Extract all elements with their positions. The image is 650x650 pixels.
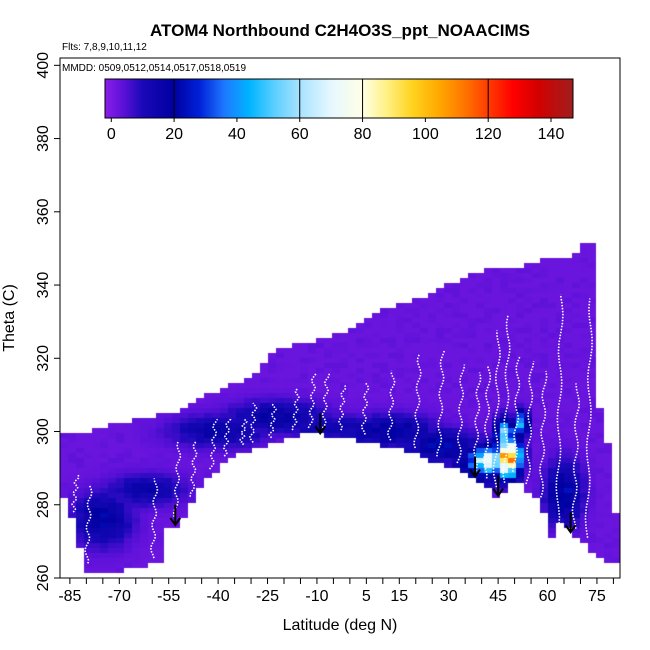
colorbar-tick-label: 60 (291, 126, 309, 143)
x-tick-label: -10 (305, 588, 328, 605)
y-tick-label: 340 (35, 272, 52, 299)
x-tick-label: 75 (588, 588, 606, 605)
arrow-marker (169, 504, 182, 527)
x-tick-label: 30 (440, 588, 458, 605)
dates-label: MMDD: 0509,0512,0514,0517,0518,0519 (62, 63, 246, 74)
colorbar-tick-label: 40 (228, 126, 246, 143)
flight-track (268, 403, 277, 439)
flight-track (307, 372, 317, 429)
arrow-marker (314, 413, 327, 436)
colorbar: 0 20 40 60 80 100 120 140 (104, 78, 574, 143)
flight-track (291, 387, 300, 431)
colorbar-gradient (104, 78, 574, 119)
flight-track (149, 478, 159, 559)
y-tick-label: 400 (35, 52, 52, 79)
colorbar-tick-label: 20 (165, 126, 183, 143)
flight-track (502, 315, 511, 483)
y-tick-label: 360 (35, 198, 52, 225)
flight-track (360, 381, 370, 435)
chart-title: ATOM4 Northbound C2H4O3S_ppt_NOAACIMS (150, 21, 530, 40)
y-axis-label: Theta (C) (1, 284, 18, 352)
colorbar-tick-label: 80 (354, 126, 372, 143)
x-tick-label: 5 (362, 588, 371, 605)
flight-track (473, 372, 482, 472)
flight-track (456, 364, 466, 464)
flight-track (239, 418, 248, 446)
colorbar-tick-label: 100 (412, 126, 439, 143)
x-tick-label: -70 (108, 588, 131, 605)
flight-track (584, 298, 593, 538)
x-tick-label: -55 (157, 588, 180, 605)
x-tick-label: 45 (489, 588, 507, 605)
plot-frame (59, 57, 621, 579)
flight-track (482, 365, 492, 479)
colorbar-tick-label: 0 (107, 126, 116, 143)
arrow-marker (564, 512, 577, 534)
flight-track (539, 370, 548, 498)
x-tick-label: -40 (207, 588, 230, 605)
y-tick-label: 280 (35, 491, 52, 518)
y-tick-label: 320 (35, 345, 52, 372)
arrow-markers (169, 413, 577, 534)
flight-track (555, 294, 564, 527)
x-axis: -85 -70 -55 -40 -25 -10 5 15 30 45 60 75 (58, 578, 614, 605)
flight-track (248, 402, 258, 443)
flights-label: Flts: 7,8,9,10,11,12 (62, 42, 147, 53)
flight-track (571, 383, 581, 529)
y-tick-label: 300 (35, 418, 52, 445)
y-tick-label: 260 (35, 565, 52, 592)
arrow-marker (469, 456, 481, 479)
flight-track (436, 350, 446, 457)
flight-track (387, 370, 396, 441)
flight-track (413, 353, 422, 449)
x-axis-label: Latitude (deg N) (283, 617, 398, 634)
x-tick-label: 60 (539, 588, 557, 605)
colorbar-tick-label: 120 (475, 126, 502, 143)
y-axis: 260 280 300 320 340 360 380 400 (35, 52, 60, 591)
x-tick-label: -25 (256, 588, 279, 605)
x-tick-label: 15 (390, 588, 408, 605)
flight-track (222, 417, 232, 457)
plot-area (60, 58, 620, 578)
flight-track (172, 441, 182, 520)
x-tick-label: -85 (58, 588, 81, 605)
flight-track (492, 330, 501, 488)
y-tick-label: 380 (35, 125, 52, 152)
flight-track (84, 484, 93, 564)
flight-track (321, 373, 331, 429)
flight-tracks (71, 294, 593, 564)
heatmap-field (60, 58, 620, 578)
flight-track (208, 418, 219, 470)
colorbar-tick-label: 140 (538, 126, 565, 143)
flight-track (525, 360, 535, 485)
flight-track (189, 440, 198, 497)
arrow-marker (492, 475, 504, 498)
